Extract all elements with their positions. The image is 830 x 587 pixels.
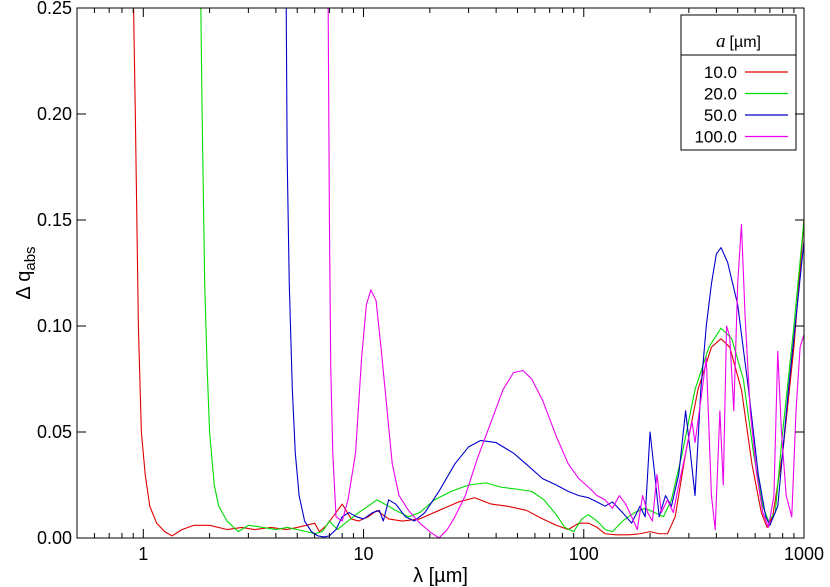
- legend-entries: 10.0 20.0 50.0 100.0: [694, 63, 788, 147]
- y-tick-label: 0.05: [37, 422, 72, 442]
- legend-title: a [µm]: [716, 31, 761, 52]
- y-tick-label: 0.15: [37, 210, 72, 230]
- legend-box: [680, 14, 797, 151]
- x-tick-label: 1: [138, 544, 148, 564]
- series-layer: [133, 8, 804, 538]
- y-axis-label-sub: abs: [22, 246, 39, 270]
- x-tick-label: 10: [354, 544, 374, 564]
- x-tick-label: 100: [569, 544, 599, 564]
- legend-label-10-0: 10.0: [704, 63, 737, 82]
- y-tick-label: 0.25: [37, 0, 72, 18]
- x-tick-label: 1000: [784, 544, 824, 564]
- y-tick-label: 0.10: [37, 316, 72, 336]
- legend-title-unit: [µm]: [730, 34, 761, 51]
- legend: a [µm] 10.0 20.0 50.0 100.0: [680, 14, 797, 151]
- y-axis-label: Δ qabs: [13, 246, 39, 299]
- legend-title-italic: a: [716, 31, 726, 52]
- ticks-layer: 1 10 100 1000 0.00 0.05 0.10 0.15 0.20 0.25: [37, 0, 824, 564]
- x-axis-label: λ [µm]: [413, 565, 468, 587]
- legend-label-20-0: 20.0: [704, 85, 737, 104]
- legend-label-100-0: 100.0: [694, 128, 737, 147]
- y-axis-label-main: Δ q: [13, 271, 35, 300]
- series-line-100-0: [327, 8, 804, 538]
- plot-frame: [76, 7, 805, 539]
- legend-label-50-0: 50.0: [704, 106, 737, 125]
- y-tick-label: 0.20: [37, 104, 72, 124]
- y-tick-label: 0.00: [37, 528, 72, 548]
- series-line-50-0: [285, 8, 804, 538]
- series-line-20-0: [200, 8, 804, 535]
